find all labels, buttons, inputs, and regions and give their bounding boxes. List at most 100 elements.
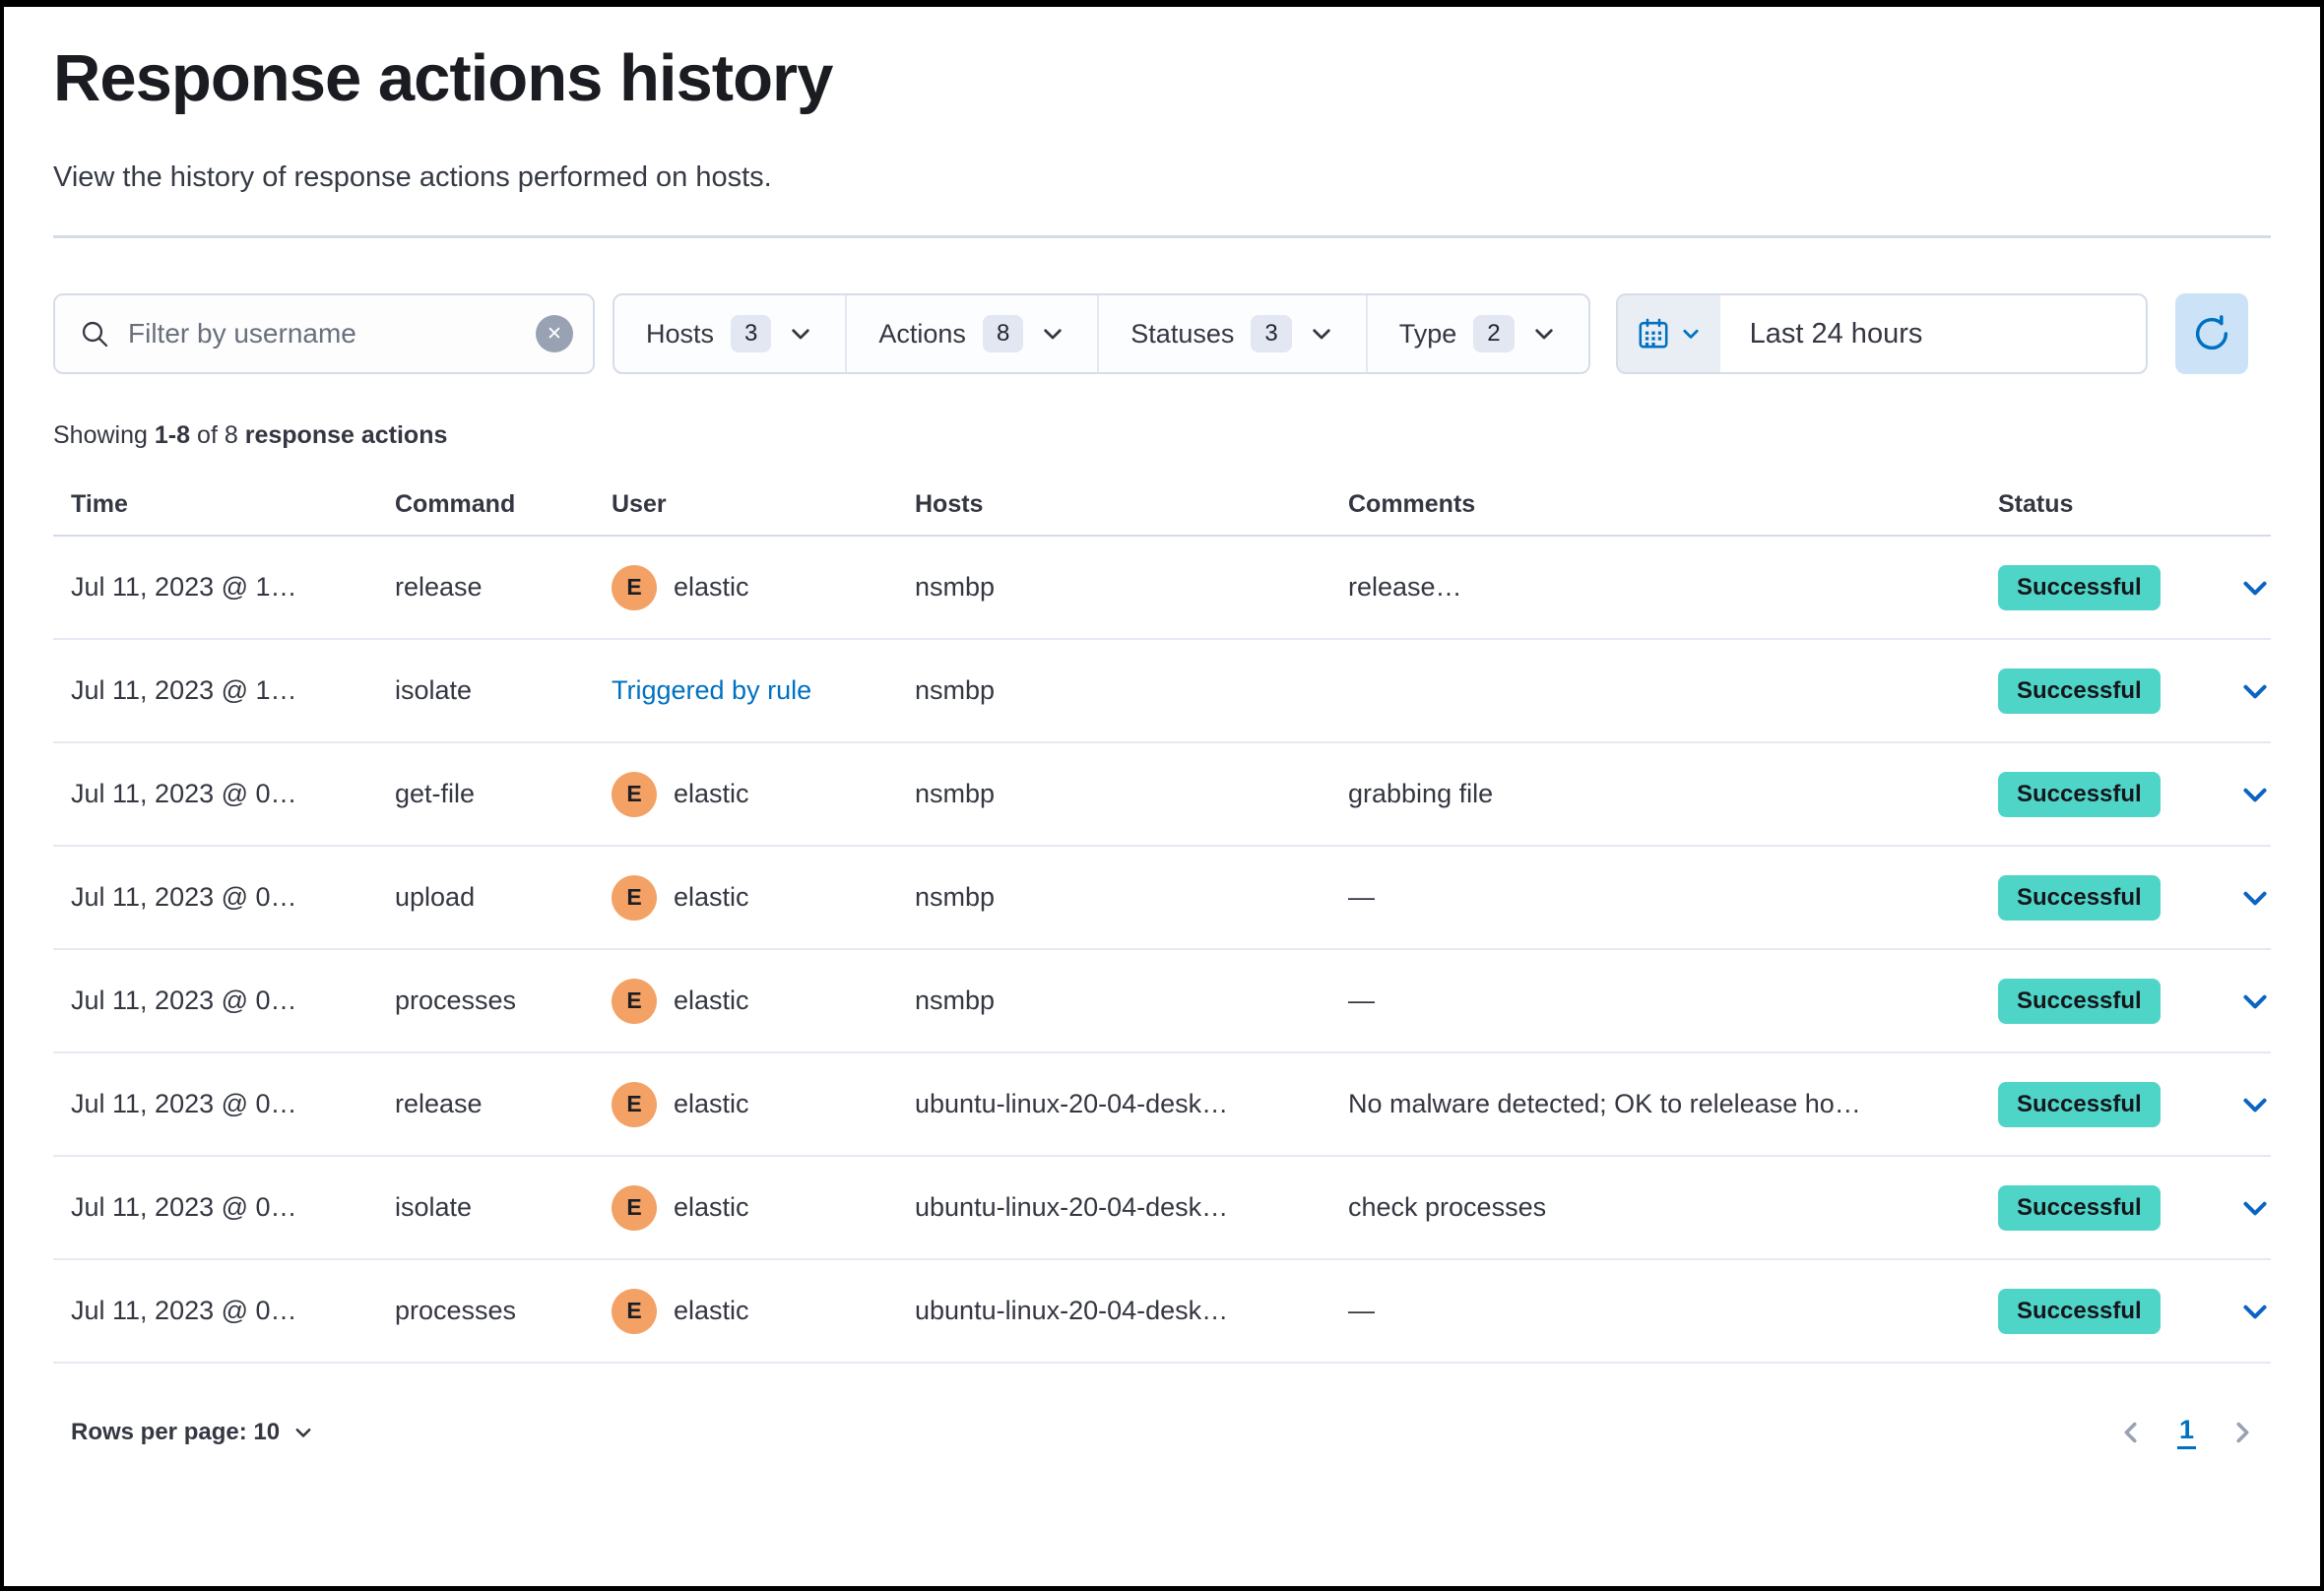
avatar: E <box>612 771 657 817</box>
column-header-status: Status <box>1998 489 2074 518</box>
user-name: elastic <box>674 1296 749 1325</box>
cell-status: Successful <box>1998 771 2231 817</box>
table-row: Jul 11, 2023 @ 0… processes E elastic ub… <box>53 1260 2271 1364</box>
cell-comments: — <box>1348 1296 1375 1325</box>
rows-per-page-button[interactable]: Rows per page: 10 <box>71 1419 314 1446</box>
cell-status: Successful <box>1998 564 2231 610</box>
filter-label: Actions <box>878 318 966 349</box>
user-name: elastic <box>674 1192 749 1222</box>
table-header-row: Time Command User Hosts Comments Status <box>53 474 2271 537</box>
cell-command: release <box>395 1089 483 1118</box>
search-input[interactable] <box>128 318 518 350</box>
cell-hosts: nsmbp <box>915 572 996 602</box>
cell-hosts: nsmbp <box>915 779 996 808</box>
toolbar: ✕ Hosts 3 Actions 8 <box>53 293 2271 374</box>
status-badge: Successful <box>1998 771 2161 817</box>
chevron-down-icon <box>1040 321 1065 347</box>
summary-middle: of 8 <box>197 421 238 449</box>
expand-row-button[interactable] <box>2231 778 2279 811</box>
refresh-button[interactable] <box>2174 293 2248 374</box>
filter-type[interactable]: Type 2 <box>1368 295 1588 372</box>
cell-command: isolate <box>395 675 473 705</box>
expand-row-button[interactable] <box>2231 571 2279 605</box>
expand-row-button[interactable] <box>2231 1191 2279 1225</box>
avatar: E <box>612 874 657 921</box>
status-badge: Successful <box>1998 1288 2161 1334</box>
rows-per-page-label: Rows per page: 10 <box>71 1418 281 1445</box>
cell-user: E elastic <box>612 1081 915 1127</box>
date-range-value[interactable]: Last 24 hours <box>1749 317 1923 350</box>
cell-time: Jul 11, 2023 @ 0… <box>71 1296 297 1325</box>
previous-page-button[interactable] <box>2116 1418 2146 1447</box>
table-row: Jul 11, 2023 @ 0… get-file E elastic nsm… <box>53 743 2271 847</box>
filter-count-badge: 2 <box>1473 315 1515 352</box>
clear-search-icon[interactable]: ✕ <box>536 315 573 352</box>
filter-actions[interactable]: Actions 8 <box>847 295 1100 372</box>
cell-hosts: nsmbp <box>915 882 996 912</box>
header-divider <box>53 235 2271 238</box>
cell-command: upload <box>395 882 476 912</box>
avatar: E <box>612 1288 657 1334</box>
table-row: Jul 11, 2023 @ 0… release E elastic ubun… <box>53 1053 2271 1157</box>
cell-user: E elastic <box>612 874 915 921</box>
status-badge: Successful <box>1998 668 2161 714</box>
cell-status: Successful <box>1998 668 2231 714</box>
cell-time: Jul 11, 2023 @ 0… <box>71 1192 297 1222</box>
avatar: E <box>612 1081 657 1127</box>
chevron-down-icon <box>2238 674 2272 708</box>
avatar: E <box>612 1184 657 1231</box>
search-box[interactable]: ✕ <box>53 293 595 374</box>
filter-hosts[interactable]: Hosts 3 <box>614 295 848 372</box>
status-badge: Successful <box>1998 1184 2161 1231</box>
chevron-down-icon <box>1531 321 1557 347</box>
cell-user: E elastic <box>612 771 915 817</box>
user-name: elastic <box>674 1089 749 1118</box>
chevron-down-icon <box>2238 571 2272 605</box>
avatar: E <box>612 564 657 610</box>
expand-row-button[interactable] <box>2231 674 2279 708</box>
chevron-down-icon <box>1309 321 1334 347</box>
user-name: elastic <box>674 986 749 1015</box>
table-row: Jul 11, 2023 @ 1… release E elastic nsmb… <box>53 537 2271 640</box>
page-number-1[interactable]: 1 <box>2176 1415 2196 1449</box>
expand-row-button[interactable] <box>2231 1295 2279 1328</box>
filter-count-badge: 3 <box>731 315 772 352</box>
cell-time: Jul 11, 2023 @ 1… <box>71 675 297 705</box>
table-row: Jul 11, 2023 @ 0… isolate E elastic ubun… <box>53 1157 2271 1260</box>
column-header-user: User <box>612 489 667 518</box>
cell-command: processes <box>395 1296 517 1325</box>
table-body: Jul 11, 2023 @ 1… release E elastic nsmb… <box>53 537 2271 1364</box>
page-subtitle: View the history of response actions per… <box>53 161 772 193</box>
chevron-down-icon <box>1680 323 1702 345</box>
date-picker: Last 24 hours <box>1615 293 2148 374</box>
next-page-button[interactable] <box>2227 1418 2257 1447</box>
status-badge: Successful <box>1998 564 2161 610</box>
summary-range: 1-8 <box>154 421 191 449</box>
cell-status: Successful <box>1998 978 2231 1024</box>
cell-comments: grabbing file <box>1348 779 1494 808</box>
chevron-down-icon <box>2238 1295 2272 1328</box>
column-header-command: Command <box>395 489 516 518</box>
cell-time: Jul 11, 2023 @ 0… <box>71 1089 297 1118</box>
filter-statuses[interactable]: Statuses 3 <box>1099 295 1368 372</box>
table-row: Jul 11, 2023 @ 0… upload E elastic nsmbp… <box>53 847 2271 950</box>
cell-command: processes <box>395 986 517 1015</box>
user-name[interactable]: Triggered by rule <box>612 675 812 705</box>
table-footer: Rows per page: 10 1 <box>53 1415 2271 1449</box>
chevron-down-icon <box>2238 1191 2272 1225</box>
chevron-down-icon <box>788 321 813 347</box>
cell-hosts: nsmbp <box>915 986 996 1015</box>
expand-row-button[interactable] <box>2231 881 2279 915</box>
cell-time: Jul 11, 2023 @ 0… <box>71 986 297 1015</box>
chevron-down-icon <box>2238 881 2272 915</box>
user-name: elastic <box>674 882 749 912</box>
chevron-down-icon <box>2238 1088 2272 1121</box>
date-picker-calendar-button[interactable] <box>1617 295 1720 372</box>
cell-comments: release… <box>1348 572 1462 602</box>
cell-hosts: ubuntu-linux-20-04-desk… <box>915 1296 1229 1325</box>
expand-row-button[interactable] <box>2231 985 2279 1018</box>
response-actions-table: Time Command User Hosts Comments Status … <box>53 474 2271 1364</box>
expand-row-button[interactable] <box>2231 1088 2279 1121</box>
cell-hosts: ubuntu-linux-20-04-desk… <box>915 1192 1229 1222</box>
